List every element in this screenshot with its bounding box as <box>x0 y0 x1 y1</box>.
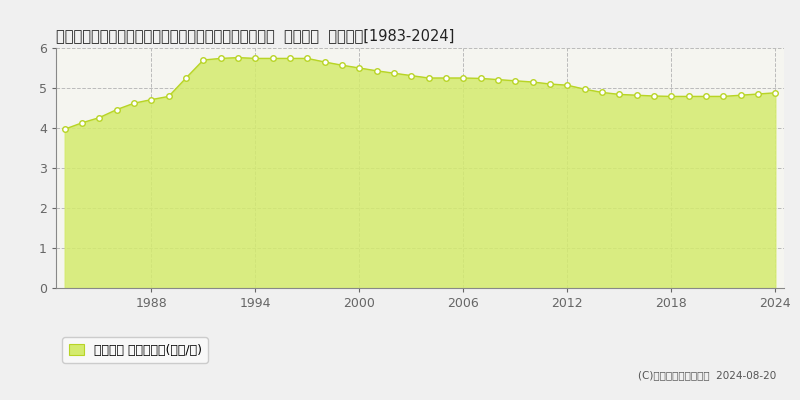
Text: 栃木県下都賀郡壬生町大字安塚字西原２３８９番１１外  地価公示  地価推移[1983-2024]: 栃木県下都賀郡壬生町大字安塚字西原２３８９番１１外 地価公示 地価推移[1983… <box>56 28 454 43</box>
Legend: 地価公示 平均坪単価(万円/坪): 地価公示 平均坪単価(万円/坪) <box>62 338 208 363</box>
Text: (C)土地価格ドットコム  2024-08-20: (C)土地価格ドットコム 2024-08-20 <box>638 370 776 380</box>
